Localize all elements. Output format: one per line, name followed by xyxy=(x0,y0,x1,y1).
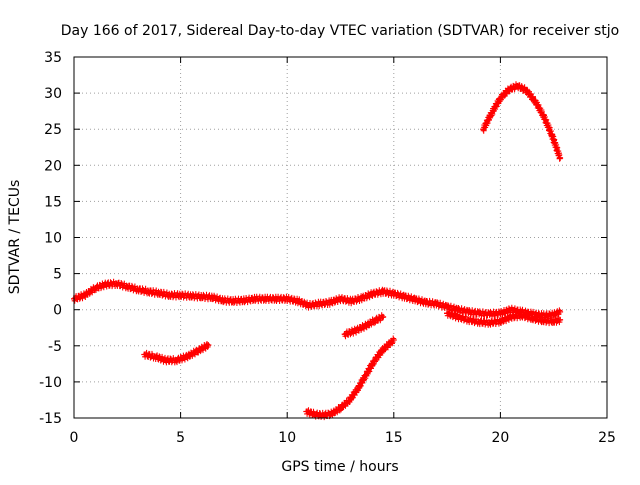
y-tick-label: 30 xyxy=(44,86,62,102)
y-tick-label: 10 xyxy=(44,231,62,247)
chart-title: Day 166 of 2017, Sidereal Day-to-day VTE… xyxy=(61,23,619,39)
x-tick-label: 0 xyxy=(70,430,79,446)
y-tick-label: 15 xyxy=(44,194,62,210)
data-point-cluster xyxy=(444,309,563,328)
y-tick-label: 35 xyxy=(44,50,62,66)
axis-ticks: 0 5 10 15 20 25 -15 -10 -5 0 5 10 15 20 25 30 35 xyxy=(39,50,616,446)
y-tick-label: 20 xyxy=(44,158,62,174)
data-point-cluster xyxy=(341,312,386,340)
x-tick-label: 25 xyxy=(598,430,616,446)
series-1 xyxy=(444,309,564,328)
y-tick-label: 5 xyxy=(53,267,62,283)
y-tick-label: 0 xyxy=(53,303,62,319)
x-tick-label: 15 xyxy=(385,430,403,446)
series-5 xyxy=(480,81,564,162)
x-tick-label: 20 xyxy=(491,430,509,446)
x-tick-label: 10 xyxy=(278,430,296,446)
y-axis-label: SDTVAR / TECUs xyxy=(7,180,23,295)
series-3 xyxy=(303,335,397,421)
grid xyxy=(74,57,607,418)
x-axis-label: GPS time / hours xyxy=(281,459,398,475)
data-point-cluster xyxy=(303,335,397,421)
x-tick-label: 5 xyxy=(176,430,185,446)
data-points xyxy=(71,81,564,421)
y-tick-label: 25 xyxy=(44,122,62,138)
y-tick-label: -10 xyxy=(39,375,62,391)
data-point-cluster xyxy=(480,81,563,162)
y-tick-label: -15 xyxy=(39,411,62,427)
series-2 xyxy=(141,341,212,366)
data-point-cluster xyxy=(141,341,211,366)
y-tick-label: -5 xyxy=(48,339,62,355)
series-4 xyxy=(341,312,387,340)
